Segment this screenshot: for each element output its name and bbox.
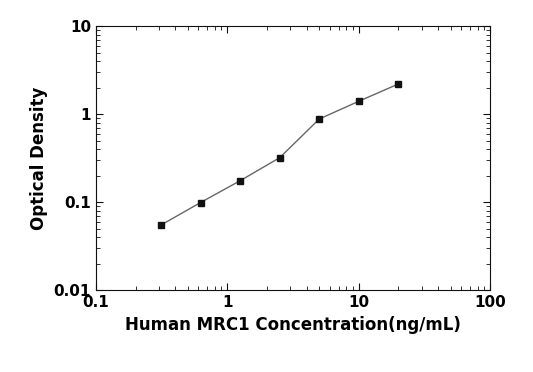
Y-axis label: Optical Density: Optical Density bbox=[30, 86, 48, 230]
X-axis label: Human MRC1 Concentration(ng/mL): Human MRC1 Concentration(ng/mL) bbox=[125, 315, 461, 334]
